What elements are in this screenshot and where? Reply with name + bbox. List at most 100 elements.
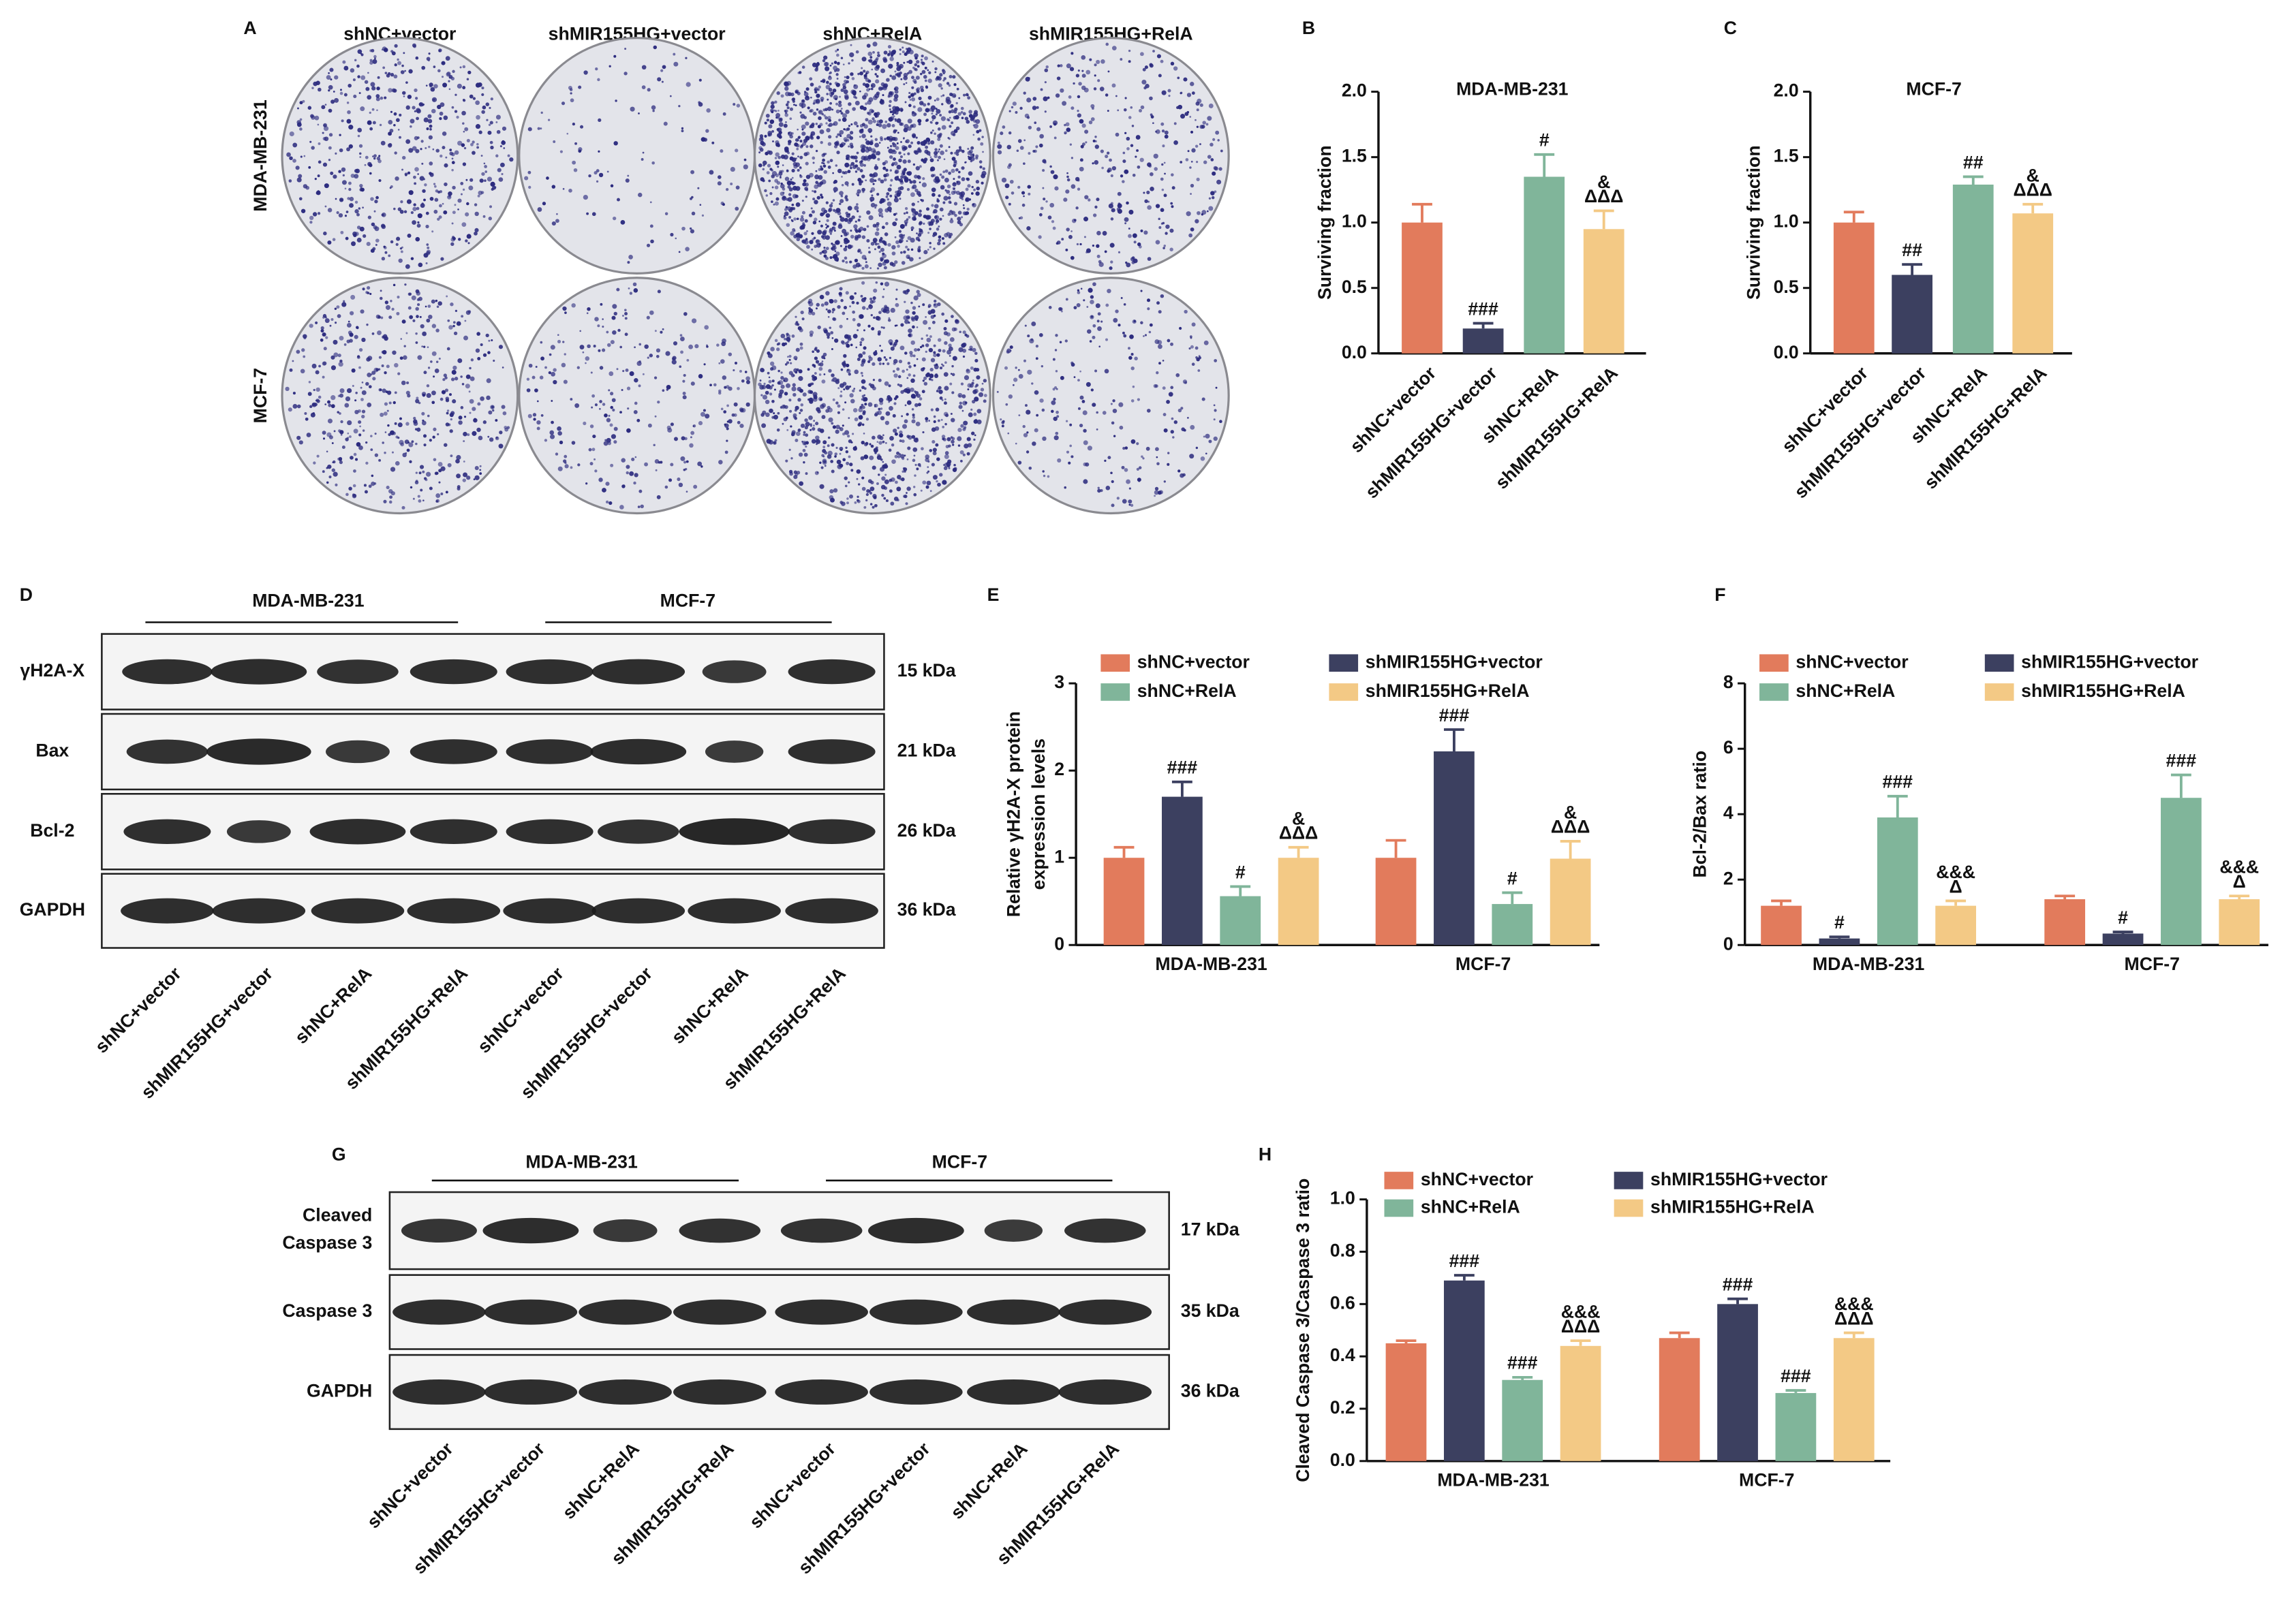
- colony: [286, 152, 291, 157]
- colony: [307, 106, 312, 110]
- colony: [309, 221, 313, 224]
- colony: [1131, 125, 1135, 127]
- colony: [800, 423, 805, 428]
- colony: [946, 118, 950, 121]
- colony: [758, 137, 764, 142]
- colony: [1070, 361, 1074, 365]
- colony: [884, 304, 888, 309]
- colony: [931, 174, 935, 178]
- colony: [479, 465, 482, 467]
- colony: [842, 117, 847, 123]
- colony: [703, 138, 708, 142]
- colony: [1096, 428, 1098, 431]
- colony: [953, 467, 957, 471]
- colony: [925, 350, 927, 353]
- colony: [944, 386, 949, 391]
- colony: [821, 415, 826, 420]
- colony: [431, 390, 436, 396]
- colony: [1162, 247, 1165, 249]
- colony: [544, 439, 548, 442]
- colony: [966, 369, 971, 374]
- colony: [1173, 140, 1178, 145]
- colony: [739, 369, 742, 373]
- colony: [895, 298, 898, 300]
- colony: [925, 315, 927, 318]
- colony: [628, 255, 633, 260]
- colony: [555, 219, 559, 223]
- colony: [867, 324, 871, 328]
- colony: [1042, 187, 1045, 189]
- colony: [775, 160, 780, 166]
- colony: [1072, 219, 1077, 223]
- colony: [916, 326, 919, 328]
- colony: [701, 214, 705, 217]
- colony: [861, 358, 866, 363]
- colony: [874, 179, 877, 183]
- colony: [949, 210, 953, 213]
- colony: [1115, 95, 1118, 97]
- colony: [788, 92, 792, 97]
- colony: [838, 463, 842, 466]
- colony: [739, 424, 744, 428]
- colony: [465, 212, 469, 217]
- colony: [942, 79, 945, 82]
- size-label: 36 kDa: [897, 899, 956, 920]
- colony: [1077, 69, 1080, 72]
- colony: [624, 332, 628, 337]
- colony: [689, 227, 692, 230]
- colony: [464, 127, 469, 131]
- colony: [463, 416, 467, 418]
- colony: [1167, 452, 1170, 454]
- colony: [455, 458, 460, 464]
- colony: [882, 362, 885, 365]
- colony: [350, 311, 354, 315]
- colony: [1110, 174, 1113, 178]
- colony: [875, 79, 880, 84]
- colony: [426, 243, 429, 247]
- colony: [381, 364, 384, 367]
- colony: [390, 300, 392, 302]
- colony: [1079, 370, 1081, 373]
- colony: [703, 363, 706, 366]
- colony: [912, 311, 916, 315]
- error-bar: [1288, 845, 1309, 858]
- colony: [438, 357, 441, 360]
- band: [785, 898, 878, 924]
- colony: [893, 370, 895, 373]
- colony: [466, 475, 471, 480]
- colony: [561, 362, 566, 368]
- colony: [814, 372, 817, 375]
- colony: [690, 431, 695, 435]
- colony: [660, 460, 663, 464]
- colony: [312, 212, 318, 217]
- colony: [869, 443, 872, 446]
- band: [702, 660, 767, 683]
- colony: [803, 91, 807, 93]
- legend-swatch: [1329, 683, 1359, 701]
- colony: [799, 411, 801, 414]
- colony: [822, 455, 825, 458]
- colony: [1080, 287, 1083, 290]
- colony: [825, 122, 828, 125]
- colony: [948, 467, 951, 469]
- colony: [1028, 152, 1031, 155]
- colony: [967, 96, 971, 100]
- x-tick-label: MCF-7: [1455, 954, 1511, 974]
- colony: [489, 121, 493, 125]
- colony: [940, 418, 943, 421]
- colony: [768, 179, 771, 183]
- colony: [925, 485, 929, 489]
- colony: [1086, 306, 1089, 308]
- colony: [816, 302, 820, 307]
- colony: [899, 384, 903, 388]
- colony: [697, 187, 700, 189]
- colony: [910, 141, 914, 144]
- colony: [1195, 144, 1199, 148]
- colony: [367, 402, 372, 407]
- colony: [1096, 244, 1100, 248]
- colony: [869, 267, 872, 269]
- colony: [957, 436, 962, 441]
- colony: [795, 438, 799, 442]
- colony: [944, 422, 947, 426]
- colony: [939, 366, 943, 370]
